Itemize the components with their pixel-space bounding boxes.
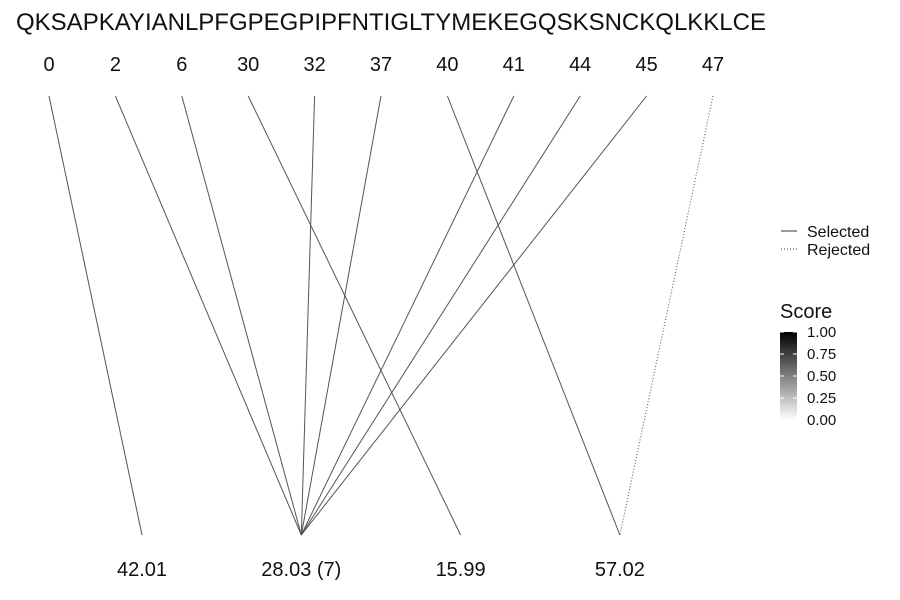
score-colorbar — [780, 332, 797, 420]
mass-label-57-02: 57.02 — [595, 559, 645, 581]
link-line-30-to-15-99 — [247, 95, 462, 536]
position-label-44: 44 — [569, 54, 591, 76]
position-label-45: 45 — [635, 54, 657, 76]
peptide-sequence: QKSAPKAYIANLPFGPEGPIPFNTIGLTYMEKEGQSKSNC… — [16, 9, 766, 36]
score-tick-label-1-00: 1.00 — [807, 324, 836, 341]
link-line-32-to-28-03-7 — [300, 95, 316, 536]
position-label-41: 41 — [503, 54, 525, 76]
link-line-0-to-42-01 — [48, 95, 143, 536]
score-tick-label-0-75: 0.75 — [807, 346, 836, 363]
link-line-44-to-28-03-7 — [300, 95, 581, 536]
link-line-6-to-28-03-7 — [181, 95, 302, 536]
link-lines — [48, 95, 714, 536]
position-labels: 0 2 6 30 32 37 40 41 44 45 47 — [43, 54, 724, 76]
position-label-37: 37 — [370, 54, 392, 76]
legend-selected-label: Selected — [807, 224, 869, 241]
mass-label-28-03-7: 28.03 (7) — [261, 559, 341, 581]
legend-rejected-label: Rejected — [807, 242, 870, 259]
position-label-47: 47 — [702, 54, 724, 76]
position-label-6: 6 — [176, 54, 187, 76]
mass-label-15-99: 15.99 — [436, 559, 486, 581]
mass-label-42-01: 42.01 — [117, 559, 167, 581]
score-tick-label-0-00: 0.00 — [807, 412, 836, 429]
link-line-41-to-28-03-7 — [300, 95, 515, 536]
link-line-2-to-28-03-7 — [114, 95, 302, 536]
position-label-32: 32 — [303, 54, 325, 76]
link-line-47-to-57-02 — [619, 95, 714, 536]
position-label-30: 30 — [237, 54, 259, 76]
score-tick-label-0-50: 0.50 — [807, 368, 836, 385]
link-line-37-to-28-03-7 — [300, 95, 382, 536]
position-label-40: 40 — [436, 54, 458, 76]
score-tick-label-0-25: 0.25 — [807, 390, 836, 407]
position-label-0: 0 — [43, 54, 54, 76]
line-type-legend: Selected Rejected — [781, 224, 870, 259]
score-legend-title: Score — [780, 301, 832, 323]
link-line-40-to-57-02 — [446, 95, 621, 536]
mass-labels: 42.01 28.03 (7) 15.99 57.02 — [117, 559, 645, 581]
score-legend: Score 1.00 0.75 0.50 0.25 0.00 — [780, 301, 836, 429]
score-ticks: 1.00 0.75 0.50 0.25 0.00 — [780, 324, 836, 429]
position-label-2: 2 — [110, 54, 121, 76]
link-line-45-to-28-03-7 — [300, 95, 647, 536]
